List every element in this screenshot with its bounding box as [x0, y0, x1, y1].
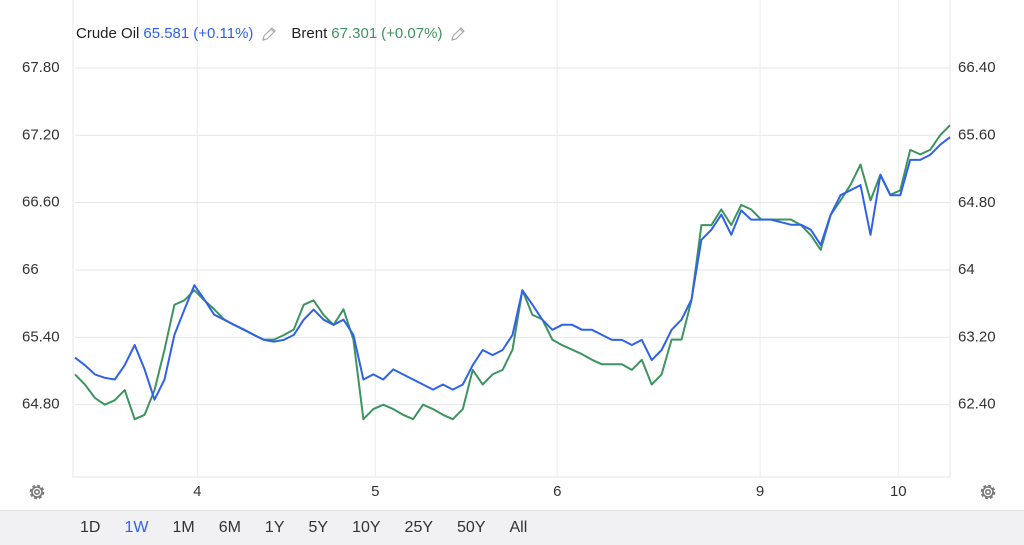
x-tick-label: 4 [193, 483, 201, 500]
legend: Crude Oil 65.581 (+0.11%) Brent 67.301 (… [76, 25, 480, 42]
range-button[interactable]: 1D [80, 519, 101, 536]
range-button[interactable]: 1M [172, 519, 195, 536]
edit-icon[interactable] [261, 26, 277, 42]
range-button[interactable]: All [509, 519, 528, 536]
range-button[interactable]: 5Y [308, 519, 329, 536]
legend-name: Crude Oil [76, 25, 140, 42]
y2-tick-label: 64.80 [958, 194, 996, 211]
y-tick-label: 65.40 [22, 328, 60, 345]
x-tick-label: 6 [553, 483, 561, 500]
settings-icon[interactable] [980, 484, 996, 500]
legend-change: (+0.07%) [381, 25, 443, 42]
legend-value: 67.301 [331, 25, 378, 42]
range-button[interactable]: 6M [218, 519, 241, 536]
y2-tick-label: 64 [958, 261, 975, 278]
range-button[interactable]: 25Y [404, 519, 434, 536]
y2-tick-label: 62.40 [958, 396, 996, 413]
x-tick-label: 10 [890, 483, 907, 500]
range-button[interactable]: 1W [124, 519, 149, 536]
y2-tick-label: 65.60 [958, 126, 996, 143]
legend-name: Brent [291, 25, 328, 42]
range-button[interactable]: 10Y [352, 519, 381, 536]
settings-icon[interactable] [29, 484, 45, 500]
series-line [74, 136, 951, 401]
series-line [74, 124, 951, 421]
legend-change: (+0.11%) [193, 25, 254, 42]
edit-icon[interactable] [450, 26, 466, 42]
y-tick-label: 67.20 [22, 126, 60, 143]
range-selector: 1D 1W 1M 6M 1Y 5Y 10Y 25Y 50Y All [0, 510, 1024, 545]
x-tick-label: 9 [756, 483, 764, 500]
y2-tick-label: 63.20 [958, 328, 996, 345]
y-tick-label: 67.80 [22, 59, 60, 76]
y-tick-label: 66 [22, 261, 39, 278]
x-tick-label: 5 [371, 483, 379, 500]
y2-tick-label: 66.40 [958, 59, 996, 76]
range-button[interactable]: 1Y [264, 519, 285, 536]
legend-value: 65.581 [143, 25, 190, 42]
chart: 64.8065.406666.6067.2067.8062.4063.20646… [22, 0, 996, 500]
y-tick-label: 64.80 [22, 396, 60, 413]
y-tick-label: 66.60 [22, 194, 60, 211]
range-button[interactable]: 50Y [457, 519, 486, 536]
